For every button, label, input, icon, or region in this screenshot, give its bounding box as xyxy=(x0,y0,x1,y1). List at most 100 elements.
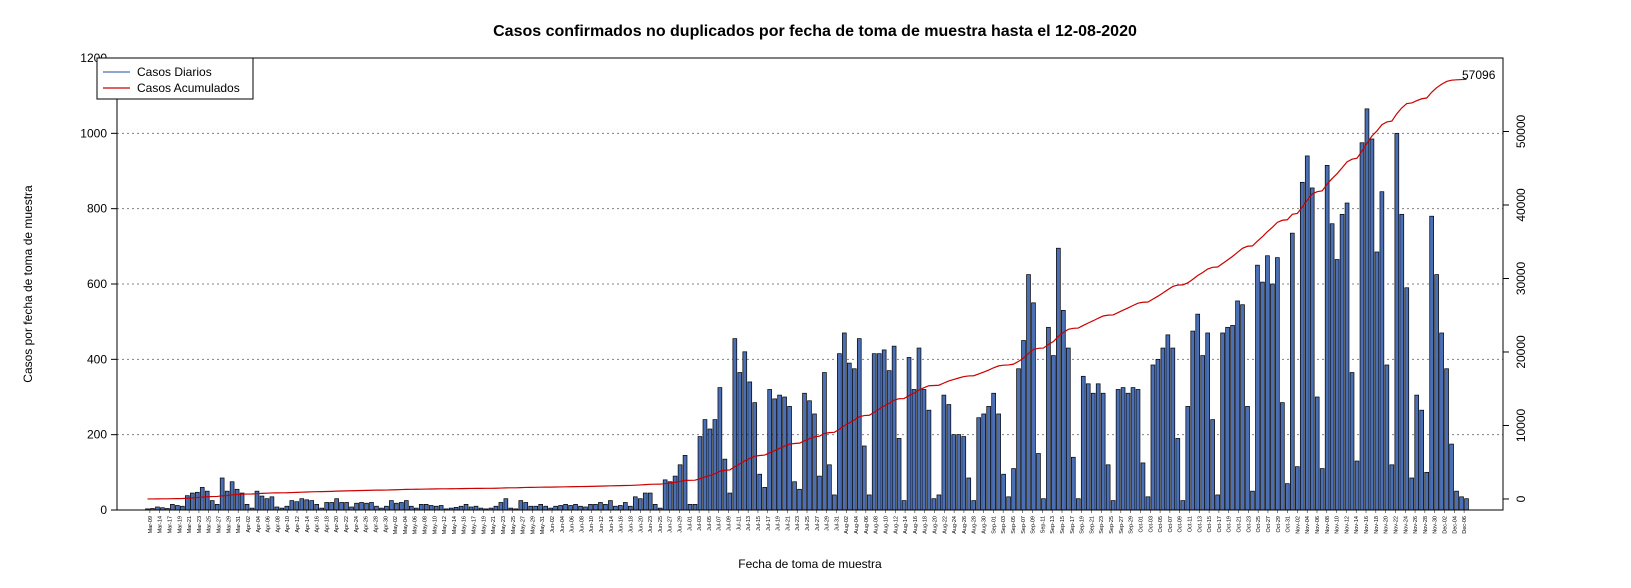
x-tick-label: Mar-21 xyxy=(187,516,193,533)
bar xyxy=(1180,500,1186,511)
x-tick-label: May-27 xyxy=(521,516,527,534)
x-tick-label: Mar-09 xyxy=(148,516,154,533)
x-tick-label: Jun-06 xyxy=(570,516,576,533)
x-tick-label: Oct-21 xyxy=(1237,516,1243,533)
bar xyxy=(578,505,583,511)
x-tick-label: Jun-25 xyxy=(658,516,664,533)
x-tick-label: Sep-09 xyxy=(1031,516,1037,534)
bar xyxy=(1424,471,1429,511)
bar xyxy=(916,347,922,511)
x-tick-label: Jun-20 xyxy=(638,516,644,533)
bar xyxy=(219,477,225,511)
bar xyxy=(931,498,937,511)
x-tick-label: Sep-25 xyxy=(1109,516,1115,534)
x-tick-label: May-10 xyxy=(432,516,438,534)
bar xyxy=(369,502,374,511)
bar xyxy=(1056,247,1061,511)
bar xyxy=(1016,368,1021,511)
bar xyxy=(428,505,434,511)
bar xyxy=(1439,332,1444,511)
bar xyxy=(1115,389,1121,511)
x-tick-label: Jul-01 xyxy=(687,516,693,531)
bar xyxy=(881,349,887,511)
bar xyxy=(344,502,349,511)
y-tick-label: 400 xyxy=(87,352,107,366)
bar xyxy=(1220,332,1225,511)
bar xyxy=(1031,302,1036,511)
x-tick-label: Apr-10 xyxy=(285,516,291,533)
bar xyxy=(946,404,952,511)
x-tick-label: Apr-06 xyxy=(266,516,272,533)
x-tick-label: Jul-23 xyxy=(795,516,801,531)
bar xyxy=(851,368,857,511)
x-tick-label: Jul-05 xyxy=(707,516,713,531)
bar xyxy=(399,502,404,511)
bar xyxy=(1270,283,1275,511)
bar xyxy=(229,481,235,511)
bar xyxy=(628,505,633,511)
bar xyxy=(533,505,539,511)
bar xyxy=(1419,409,1425,511)
x-tick-label: Apr-18 xyxy=(324,516,330,533)
y-tick-label: 600 xyxy=(87,277,107,291)
x-tick-label: Apr-24 xyxy=(354,516,360,533)
bar xyxy=(1021,340,1026,511)
x-tick-label: Apr-16 xyxy=(315,516,321,533)
x-tick-label: Jun-27 xyxy=(668,516,674,533)
bar xyxy=(239,492,245,511)
x-tick-label: Sep-27 xyxy=(1119,516,1125,534)
bar xyxy=(294,501,300,511)
bar xyxy=(1085,383,1091,511)
x-tick-label: Nov-06 xyxy=(1315,516,1321,534)
x-tick-label: Apr-20 xyxy=(334,516,340,533)
cumulative-line-layer xyxy=(147,78,1467,500)
bar xyxy=(374,505,379,511)
bar xyxy=(1260,281,1265,511)
bar xyxy=(802,392,807,511)
bar xyxy=(1319,468,1325,511)
x-tick-label: Nov-28 xyxy=(1423,516,1429,534)
bar xyxy=(304,499,310,511)
x-tick-label: Apr-02 xyxy=(246,516,252,533)
x-tick-label: Oct-01 xyxy=(1138,516,1144,533)
bar xyxy=(812,413,817,511)
bar xyxy=(1459,496,1464,511)
bar xyxy=(329,502,334,511)
x-tick-label: Oct-17 xyxy=(1217,516,1223,533)
bar xyxy=(837,353,842,511)
bar xyxy=(244,504,250,511)
y2-tick-label: 10000 xyxy=(1514,408,1528,442)
bar xyxy=(603,504,608,511)
bar xyxy=(1066,347,1071,511)
bar xyxy=(1290,232,1295,511)
bar xyxy=(1354,460,1360,511)
bar xyxy=(807,400,812,511)
x-tick-label: Jul-25 xyxy=(805,516,811,531)
bar xyxy=(727,492,733,511)
bar xyxy=(1080,375,1086,511)
x-tick-label: Nov-02 xyxy=(1295,516,1301,534)
bar xyxy=(1429,215,1434,511)
bar xyxy=(608,500,613,511)
x-tick-label: Oct-11 xyxy=(1187,516,1193,532)
bar xyxy=(1324,165,1330,511)
bar xyxy=(1240,304,1245,511)
x-axis: Mar-09 Mar-14 Mar-17 Mar-19 Mar-21 Mar-23 Mar-… xyxy=(148,510,1468,534)
bar xyxy=(558,505,563,511)
x-tick-label: Oct-29 xyxy=(1276,516,1282,533)
bar xyxy=(667,481,673,511)
bar xyxy=(772,398,777,511)
x-tick-label: May-29 xyxy=(530,516,536,534)
x-tick-label: Mar-31 xyxy=(236,516,242,533)
x-tick-label: Aug-12 xyxy=(893,516,899,534)
x-tick-label: Aug-22 xyxy=(942,516,948,534)
bar xyxy=(991,392,996,511)
bar xyxy=(339,502,344,511)
x-tick-label: Apr-28 xyxy=(373,516,379,533)
x-tick-label: Jul-29 xyxy=(825,516,831,531)
bar xyxy=(682,455,688,511)
bar xyxy=(538,504,543,511)
bar xyxy=(170,504,175,511)
bar xyxy=(1329,223,1335,511)
